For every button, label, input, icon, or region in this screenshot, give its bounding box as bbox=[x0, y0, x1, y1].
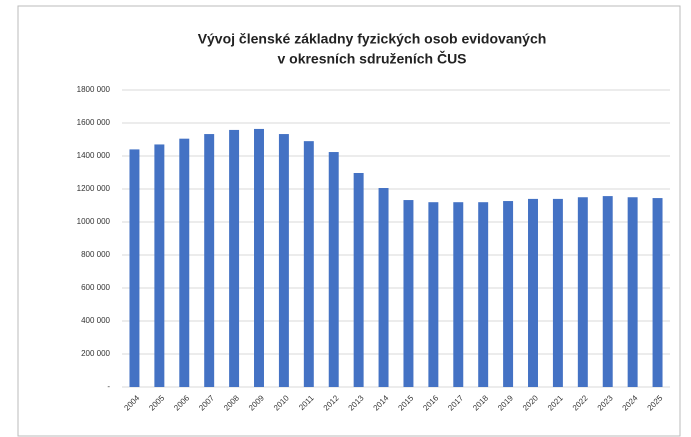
chart-frame bbox=[17, 5, 681, 437]
bar bbox=[179, 138, 190, 387]
bar bbox=[403, 200, 414, 387]
y-tick-label: 600 000 bbox=[81, 283, 110, 292]
y-tick-label: 1000 000 bbox=[77, 217, 111, 226]
chart-title: v okresních sdruženích ČUS bbox=[277, 50, 466, 67]
bar bbox=[353, 172, 364, 387]
y-tick-label: 1800 000 bbox=[77, 85, 111, 94]
bar bbox=[204, 134, 215, 387]
chart-title: Vývoj členské základny fyzických osob ev… bbox=[198, 31, 547, 47]
bar bbox=[478, 202, 489, 387]
bar bbox=[303, 141, 314, 387]
bar bbox=[652, 198, 663, 387]
bar bbox=[328, 152, 339, 387]
y-tick-label: 800 000 bbox=[81, 250, 110, 259]
bar bbox=[428, 202, 439, 387]
bar bbox=[627, 197, 638, 387]
bar bbox=[577, 197, 588, 387]
bar bbox=[154, 144, 165, 387]
bar bbox=[129, 149, 140, 387]
bar bbox=[503, 201, 514, 387]
bar bbox=[528, 198, 538, 387]
bar bbox=[378, 188, 389, 387]
bar bbox=[278, 134, 289, 387]
y-tick-label: 1200 000 bbox=[77, 184, 111, 193]
y-tick-label: 400 000 bbox=[81, 316, 110, 325]
bar bbox=[453, 202, 464, 387]
bar bbox=[229, 129, 240, 387]
y-tick-label: 1600 000 bbox=[77, 118, 111, 127]
bar bbox=[602, 196, 613, 387]
y-tick-label: 1400 000 bbox=[77, 151, 111, 160]
bar bbox=[552, 198, 563, 387]
y-tick-label: 200 000 bbox=[81, 349, 110, 358]
y-tick-label: - bbox=[107, 382, 110, 391]
bar bbox=[254, 128, 264, 387]
